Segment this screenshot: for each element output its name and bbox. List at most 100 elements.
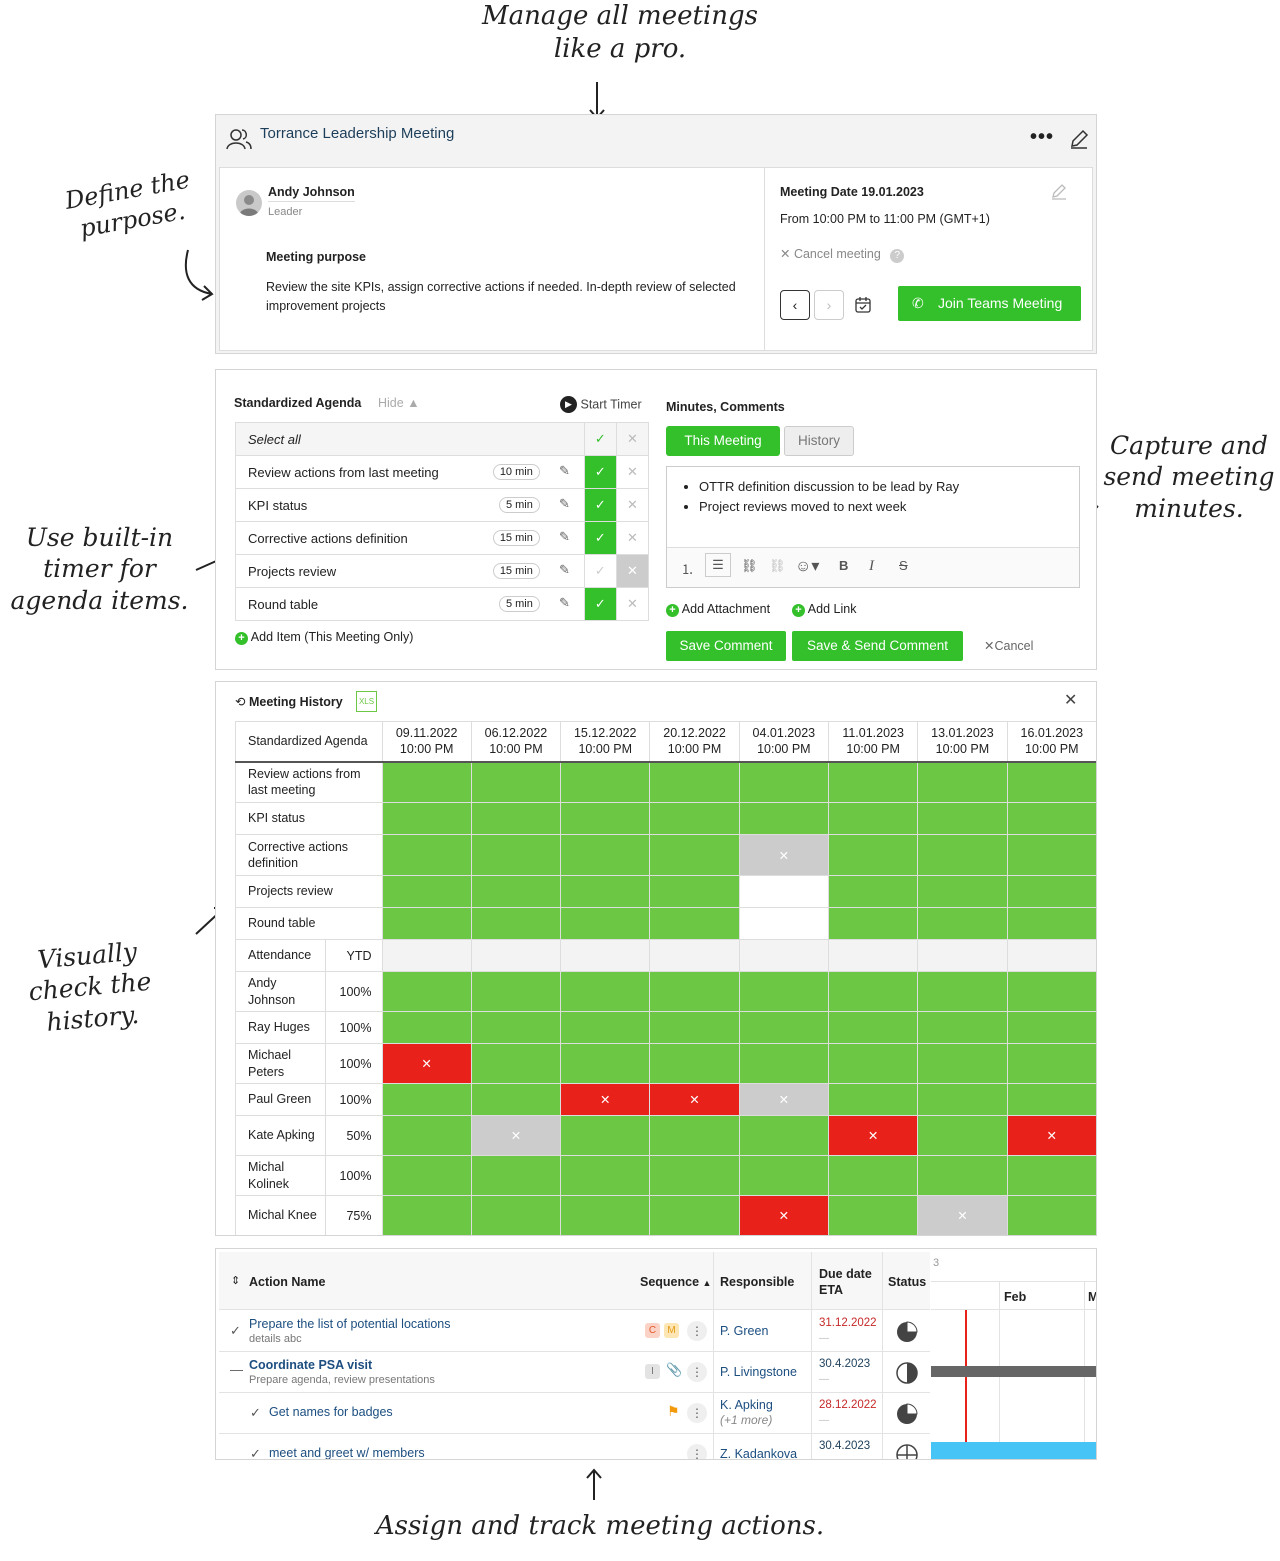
history-cell[interactable] (381, 1115, 472, 1156)
history-cell[interactable] (1006, 761, 1096, 803)
add-link-link[interactable]: + Add Link (792, 602, 856, 617)
history-cell[interactable] (1006, 1011, 1096, 1044)
history-cell[interactable] (649, 939, 740, 972)
history-cell[interactable] (649, 761, 740, 803)
history-cell[interactable] (917, 939, 1008, 972)
leader-name[interactable]: Andy Johnson (268, 185, 355, 202)
collapse-row-icon[interactable]: — (230, 1362, 243, 1377)
col-due-date[interactable]: Due date ETA (819, 1267, 872, 1298)
history-cell[interactable] (1006, 834, 1096, 876)
history-cell[interactable] (560, 1011, 651, 1044)
history-cell[interactable] (738, 875, 829, 908)
agenda-check[interactable]: ✓ (583, 488, 617, 522)
history-cell[interactable] (560, 875, 651, 908)
history-cell[interactable] (738, 1043, 829, 1084)
history-cell[interactable] (917, 875, 1008, 908)
history-cell[interactable] (1006, 802, 1096, 835)
cancel-comment-button[interactable]: ✕Cancel (984, 639, 1034, 653)
add-item-link[interactable]: + Add Item (This Meeting Only) (235, 630, 413, 645)
duration-badge[interactable]: 10 min (492, 464, 540, 480)
history-cell[interactable] (381, 1083, 472, 1116)
check-icon[interactable]: ✓ (230, 1323, 241, 1338)
history-cell[interactable]: ✕ (470, 1115, 562, 1156)
history-cell[interactable] (827, 1083, 919, 1116)
history-cell[interactable] (560, 761, 651, 803)
history-date-header[interactable]: 09.11.2022 10:00 PM (381, 721, 472, 762)
status-pie-icon[interactable] (896, 1444, 918, 1460)
history-cell[interactable] (1006, 1155, 1096, 1196)
history-cell[interactable] (827, 875, 919, 908)
history-cell[interactable] (470, 1195, 562, 1235)
history-date-header[interactable]: 04.01.2023 10:00 PM (738, 721, 829, 762)
link-icon[interactable]: ⛓ (741, 558, 758, 573)
history-cell[interactable] (1006, 1195, 1096, 1235)
add-attachment-link[interactable]: + Add Attachment (666, 602, 770, 617)
action-row[interactable]: ✓ meet and greet w/ members ⋮ Z. Kadanko… (219, 1434, 930, 1460)
tab-this-meeting[interactable]: This Meeting (666, 426, 780, 456)
italic-icon[interactable]: I (869, 558, 874, 574)
strikethrough-icon[interactable]: S (899, 558, 908, 573)
history-cell[interactable] (917, 1043, 1008, 1084)
action-row[interactable]: ✓ Get names for badges ⚑ ⋮ K. Apking (+1… (219, 1393, 930, 1434)
pencil-icon[interactable]: ✎ (558, 529, 570, 544)
history-cell[interactable]: ✕ (381, 1043, 472, 1084)
agenda-check[interactable]: ✓ (583, 587, 617, 621)
history-cell[interactable] (381, 834, 472, 876)
history-cell[interactable] (381, 971, 472, 1012)
history-cell[interactable] (1006, 971, 1096, 1012)
duration-badge[interactable]: 5 min (498, 596, 540, 612)
history-cell[interactable] (381, 1195, 472, 1235)
history-cell[interactable]: ✕ (738, 1083, 829, 1116)
action-name[interactable]: Prepare the list of potential locations (249, 1317, 451, 1331)
history-date-header[interactable]: 15.12.2022 10:00 PM (560, 721, 651, 762)
history-cell[interactable] (649, 802, 740, 835)
edit-icon[interactable] (1068, 128, 1090, 150)
history-cell[interactable] (470, 761, 562, 803)
help-icon[interactable]: ? (890, 249, 905, 263)
row-menu-icon[interactable]: ⋮ (687, 1321, 707, 1341)
pencil-icon[interactable]: ✎ (558, 496, 570, 511)
history-cell[interactable]: ✕ (649, 1083, 740, 1116)
action-name[interactable]: Coordinate PSA visit (249, 1358, 373, 1372)
history-cell[interactable] (827, 971, 919, 1012)
history-cell[interactable]: ✕ (560, 1083, 651, 1116)
history-cell[interactable] (738, 939, 829, 972)
status-pie-icon[interactable] (896, 1321, 918, 1343)
history-cell[interactable] (560, 1043, 651, 1084)
history-cell[interactable] (649, 1195, 740, 1235)
duration-badge[interactable]: 15 min (492, 563, 540, 579)
history-cell[interactable] (649, 834, 740, 876)
history-cell[interactable] (381, 875, 472, 908)
bullet-list-icon[interactable]: ☰ (705, 553, 731, 577)
responsible[interactable]: P. Livingstone (720, 1365, 797, 1379)
emoji-icon[interactable]: ☺▾ (795, 558, 820, 575)
history-cell[interactable] (470, 939, 562, 972)
gantt-bar[interactable] (931, 1442, 1096, 1459)
history-cell[interactable]: ✕ (738, 834, 829, 876)
history-cell[interactable] (470, 875, 562, 908)
history-cell[interactable]: ✕ (1006, 1115, 1096, 1156)
attachment-icon[interactable]: 📎 (666, 1362, 683, 1377)
history-cell[interactable] (917, 761, 1008, 803)
save-comment-button[interactable]: Save Comment (666, 631, 786, 661)
history-date-header[interactable]: 13.01.2023 10:00 PM (917, 721, 1008, 762)
status-pie-icon[interactable] (896, 1362, 918, 1384)
history-cell[interactable] (917, 1011, 1008, 1044)
history-cell[interactable] (917, 1083, 1008, 1116)
action-row[interactable]: ✓ Prepare the list of potential location… (219, 1311, 930, 1352)
history-cell[interactable] (917, 802, 1008, 835)
pencil-icon[interactable]: ✎ (558, 463, 570, 478)
pencil-icon[interactable]: ✎ (558, 562, 570, 577)
col-sequence[interactable]: Sequence ▲ (640, 1275, 712, 1289)
history-cell[interactable] (560, 971, 651, 1012)
history-cell[interactable] (381, 907, 472, 940)
agenda-check[interactable]: ✓ (583, 521, 617, 555)
history-cell[interactable] (560, 1115, 651, 1156)
history-date-header[interactable]: 16.01.2023 10:00 PM (1006, 721, 1096, 762)
pencil-icon[interactable]: ✎ (558, 595, 570, 610)
agenda-cross[interactable]: ✕ (615, 455, 650, 489)
history-cell[interactable] (917, 1155, 1008, 1196)
status-pie-icon[interactable] (896, 1403, 918, 1425)
responsible[interactable]: Z. Kadankova (720, 1447, 798, 1460)
tab-history[interactable]: History (784, 426, 854, 456)
